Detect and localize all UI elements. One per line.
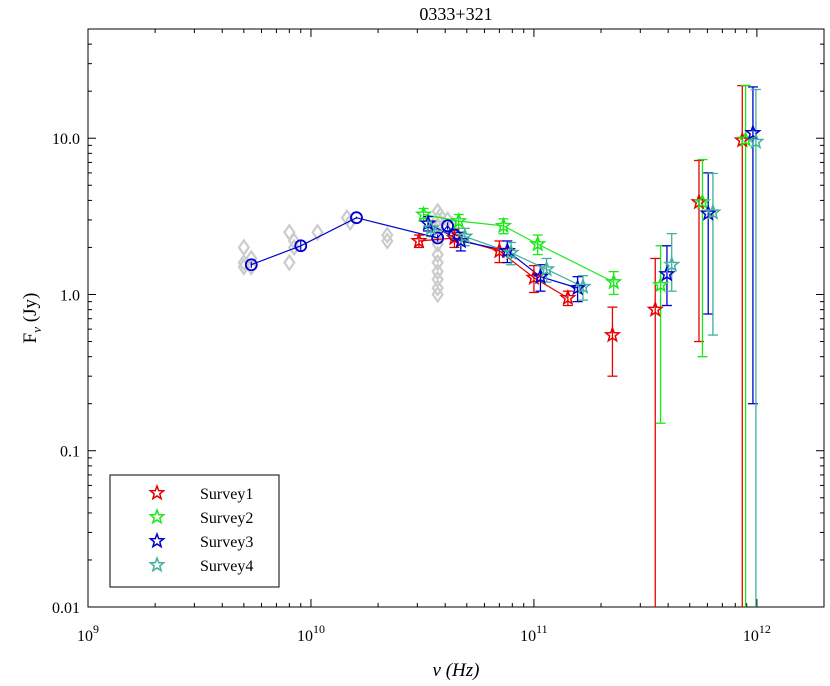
star-point	[693, 192, 712, 210]
legend: Survey1 Survey2 Survey3 Survey4	[109, 474, 280, 588]
axis-ticks	[87, 28, 825, 608]
star-point	[603, 325, 622, 343]
archival-point	[245, 258, 258, 276]
archival-point	[431, 253, 444, 272]
sed-point	[350, 211, 363, 225]
sed-point	[244, 258, 258, 272]
x-axis-label: ν (Hz)	[433, 660, 480, 681]
x-tick-label: 1011	[520, 622, 548, 645]
sed-point	[441, 219, 454, 233]
x-tick-label-exponent: 12	[759, 622, 771, 636]
archival-point	[431, 279, 444, 297]
archival-point	[381, 226, 394, 244]
y-tick-label: 10.0	[52, 131, 80, 148]
x-tick-label: 109	[77, 622, 99, 645]
x-tick-label-base: 10	[743, 628, 759, 645]
star-point	[502, 243, 520, 261]
series-layer	[244, 84, 765, 607]
y-tick-label: 0.01	[52, 600, 80, 617]
sed-point	[431, 231, 445, 245]
chart-title: 0333+321	[419, 4, 492, 24]
star-point	[410, 231, 428, 249]
archival-point	[283, 253, 296, 272]
legend-label: Survey2	[200, 510, 253, 527]
archival-point	[431, 262, 444, 281]
star-point	[699, 204, 717, 221]
star-point	[658, 264, 676, 282]
legend-box	[109, 474, 280, 588]
y-tick-label: 0.1	[60, 444, 80, 461]
x-tick-label: 1010	[297, 622, 325, 645]
star-point	[704, 203, 722, 220]
star-point	[531, 267, 550, 285]
star-point	[537, 260, 556, 277]
x-tick-label-exponent: 10	[313, 622, 325, 636]
star-point	[494, 216, 513, 234]
star-point	[568, 278, 587, 296]
star-point	[414, 205, 433, 222]
legend-marker	[148, 531, 166, 549]
archival-point	[431, 285, 444, 304]
y-tick-label: 1.0	[60, 287, 80, 304]
star-point	[450, 211, 468, 229]
legend-marker	[148, 555, 166, 573]
star-point	[456, 227, 474, 244]
archival-point	[431, 245, 444, 264]
legend-label: Survey4	[200, 558, 253, 575]
y-axis-label-subscript: ν	[29, 327, 44, 333]
legend-marker	[148, 507, 166, 525]
x-tick-labels: 109 1010 1011 1012	[77, 622, 771, 645]
star-point	[422, 219, 440, 236]
sed-point	[294, 239, 308, 253]
y-tick-labels: 0.01 0.1 1.0 10.0	[52, 131, 80, 617]
star-point	[529, 234, 547, 252]
star-point	[452, 231, 470, 249]
x-tick-label-base: 10	[297, 628, 313, 645]
archival-point	[287, 238, 301, 257]
legend-label: Survey1	[200, 486, 253, 503]
star-point	[651, 275, 670, 293]
legend-marker	[148, 483, 166, 501]
x-tick-label-base: 10	[77, 628, 93, 645]
x-tick-label-exponent: 9	[93, 622, 99, 636]
star-point	[605, 272, 623, 290]
y-axis-label-units: (Jy)	[20, 293, 41, 327]
star-point	[559, 288, 577, 306]
star-point	[747, 132, 765, 150]
y-axis-label: Fν (Jy)	[20, 293, 44, 344]
archival-point	[433, 206, 447, 225]
x-tick-label: 1012	[743, 622, 771, 645]
star-point	[646, 300, 664, 318]
star-point	[744, 123, 762, 141]
star-point	[574, 277, 592, 295]
sed-line	[251, 217, 455, 266]
legend-label: Survey3	[200, 534, 253, 551]
archival-point	[431, 218, 444, 236]
archival-point	[311, 223, 324, 242]
x-tick-label-exponent: 11	[536, 622, 548, 636]
star-point	[525, 268, 543, 286]
x-tick-label-base: 10	[520, 628, 536, 645]
star-point	[663, 255, 681, 273]
archival-point	[343, 213, 357, 232]
